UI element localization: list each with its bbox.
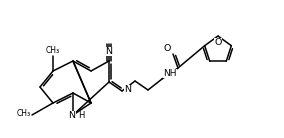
Text: O: O: [164, 44, 171, 53]
Text: CH₃: CH₃: [17, 109, 31, 119]
Text: N: N: [105, 47, 112, 56]
Text: O: O: [214, 38, 222, 47]
Text: NH: NH: [163, 69, 176, 78]
Text: H: H: [78, 112, 84, 120]
Text: N: N: [124, 86, 131, 95]
Text: N: N: [68, 112, 76, 120]
Text: CH₃: CH₃: [46, 46, 60, 55]
